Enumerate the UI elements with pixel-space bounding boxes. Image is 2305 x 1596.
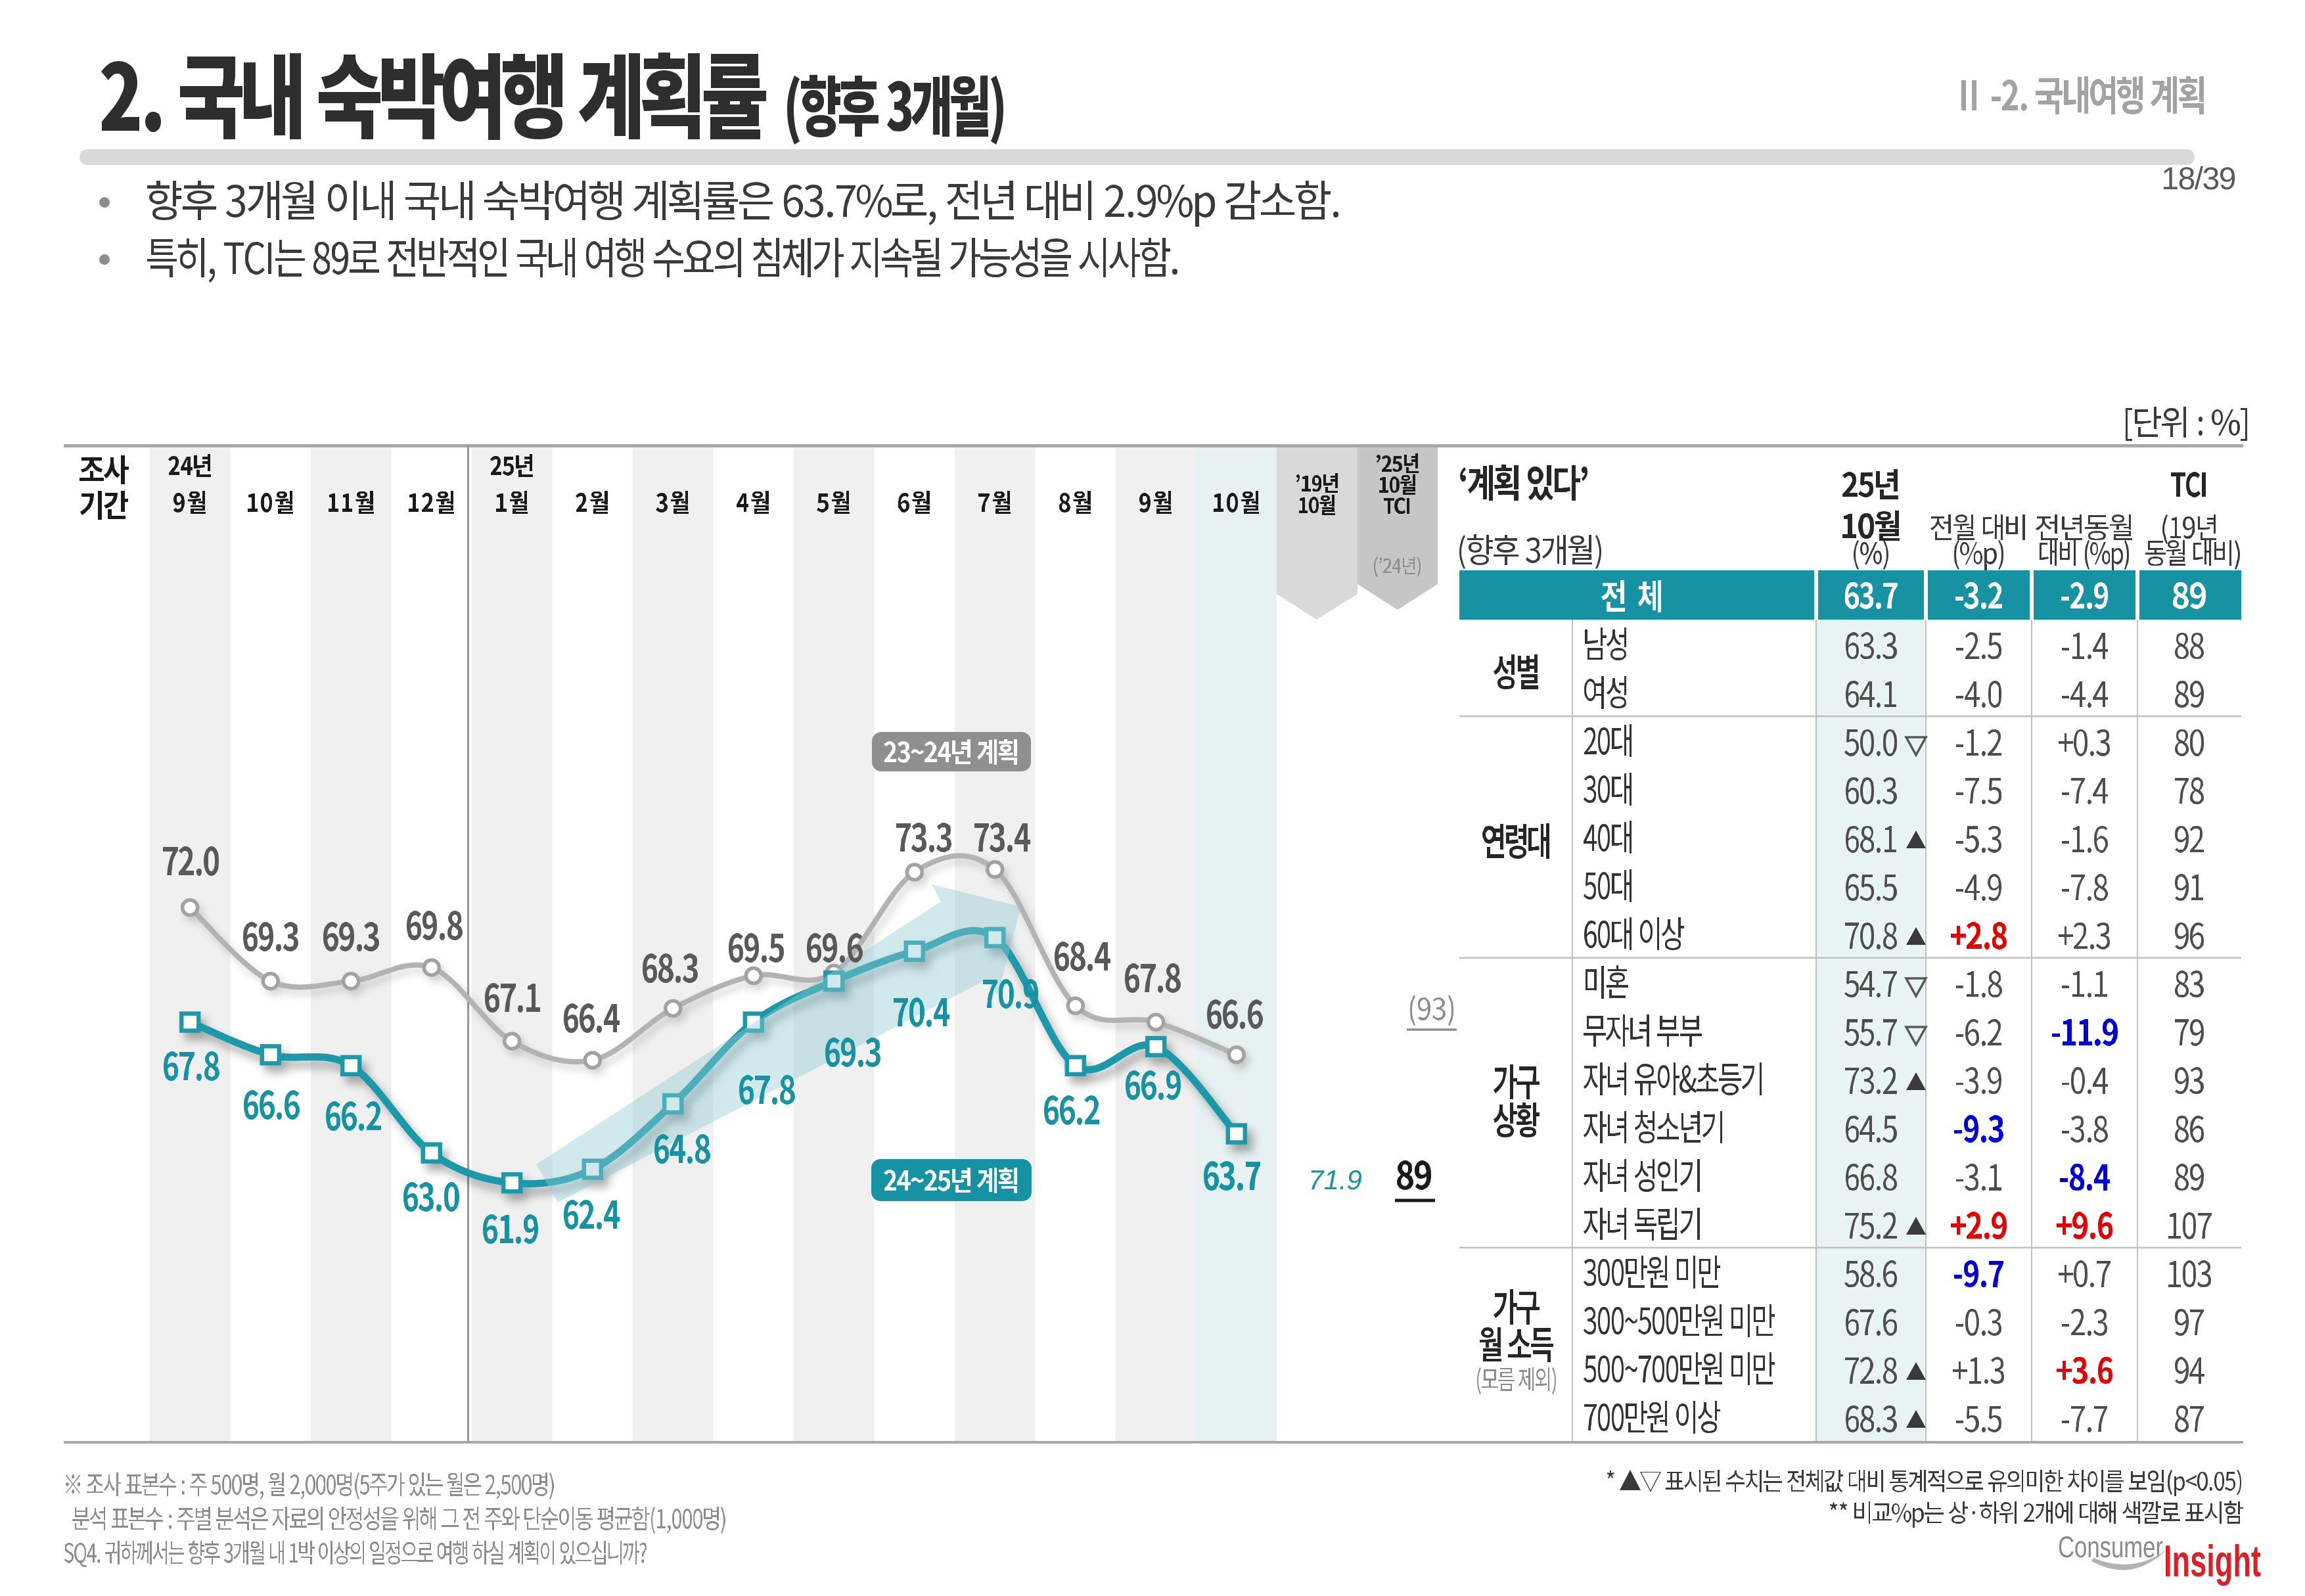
svg-text:71.9: 71.9: [1308, 1164, 1362, 1195]
svg-text:Insight: Insight: [2164, 1536, 2261, 1586]
svg-text:18/39: 18/39: [2161, 162, 2235, 196]
svg-text:Consumer: Consumer: [2058, 1530, 2163, 1564]
